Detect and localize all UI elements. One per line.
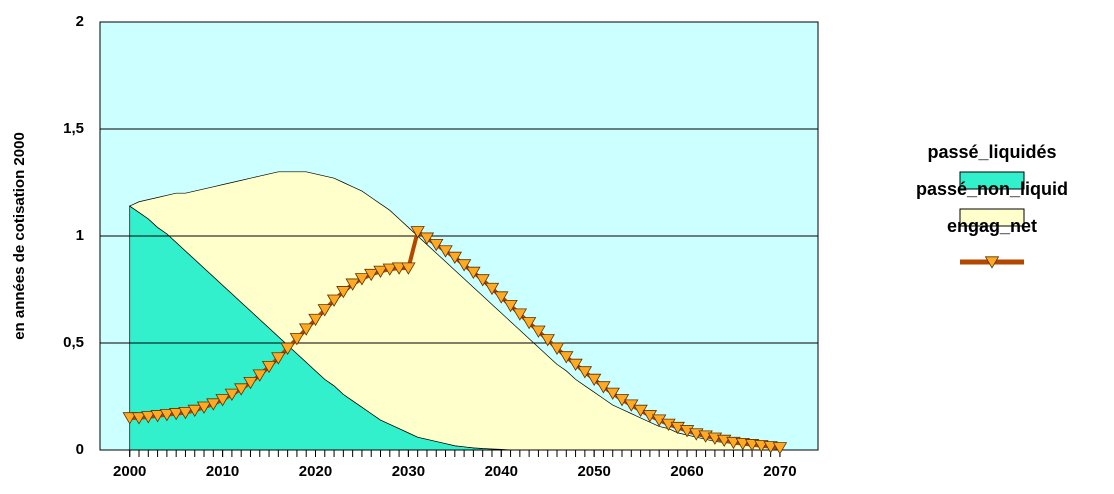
marker <box>521 317 537 330</box>
y-tick-label: 0 <box>76 441 84 458</box>
marker <box>763 441 778 454</box>
marker <box>178 406 193 420</box>
marker <box>577 366 593 379</box>
marker <box>429 238 444 252</box>
marker <box>373 265 388 278</box>
marker <box>141 411 156 424</box>
marker <box>122 412 137 425</box>
marker <box>280 342 295 355</box>
marker <box>419 232 435 245</box>
marker <box>503 299 518 313</box>
marker <box>382 263 398 276</box>
legend-label: engag_net <box>947 216 1037 236</box>
marker <box>679 425 695 438</box>
marker <box>744 439 760 452</box>
legend-label: passé_non_liquid <box>916 179 1068 199</box>
marker <box>438 245 453 258</box>
marker <box>159 409 175 422</box>
marker <box>484 282 500 296</box>
marker <box>168 408 184 421</box>
marker <box>466 266 481 280</box>
legend-swatch <box>959 171 1025 190</box>
marker <box>772 442 788 455</box>
marker <box>354 273 370 286</box>
marker <box>605 387 620 400</box>
marker <box>596 381 611 394</box>
legend-label: passé_liquidés <box>927 142 1056 162</box>
marker <box>549 342 565 355</box>
legend-swatch <box>959 208 1025 227</box>
marker <box>735 437 750 451</box>
marker <box>754 440 769 453</box>
marker <box>410 226 425 239</box>
marker <box>540 334 555 347</box>
marker <box>131 412 147 425</box>
marker <box>271 352 286 365</box>
marker <box>559 351 574 364</box>
marker <box>345 278 360 291</box>
x-tick-label: 2060 <box>670 463 703 480</box>
marker <box>670 421 685 435</box>
marker <box>447 251 463 265</box>
x-tick-label: 2050 <box>577 463 610 480</box>
marker <box>401 262 416 275</box>
marker <box>494 291 509 304</box>
y-tick-label: 1 <box>76 227 84 244</box>
marker <box>289 333 305 346</box>
marker <box>215 394 230 407</box>
x-tick-label: 2000 <box>113 463 146 480</box>
x-tick-label: 2020 <box>299 463 332 480</box>
marker <box>568 358 583 372</box>
marker <box>336 286 351 299</box>
marker <box>252 369 267 382</box>
marker <box>391 262 407 275</box>
marker <box>299 323 314 336</box>
x-tick-label: 2030 <box>392 463 425 480</box>
marker <box>456 259 472 272</box>
x-tick-label: 2010 <box>206 463 239 480</box>
y-tick-label: 0,5 <box>63 334 84 351</box>
marker <box>261 360 277 374</box>
marker <box>661 418 676 431</box>
marker <box>317 304 332 317</box>
legend-marker <box>984 256 1000 269</box>
marker <box>187 404 202 418</box>
x-tick-label: 2070 <box>763 463 796 480</box>
marker <box>326 294 342 307</box>
marker <box>243 376 258 390</box>
marker <box>512 308 528 321</box>
marker <box>475 274 490 287</box>
marker <box>586 373 602 387</box>
y-tick-label: 1,5 <box>63 120 84 137</box>
marker <box>726 436 741 450</box>
plot-border <box>99 21 819 451</box>
marker <box>531 325 546 338</box>
y-axis-label: en années de cotisation 2000 <box>11 132 28 340</box>
y-tick-label: 2 <box>76 13 84 30</box>
marker <box>224 388 240 401</box>
marker <box>206 398 221 411</box>
marker <box>196 401 212 414</box>
x-tick-label: 2040 <box>485 463 518 480</box>
marker <box>233 383 249 396</box>
marker <box>364 268 379 282</box>
marker <box>150 410 165 423</box>
marker <box>308 313 323 327</box>
